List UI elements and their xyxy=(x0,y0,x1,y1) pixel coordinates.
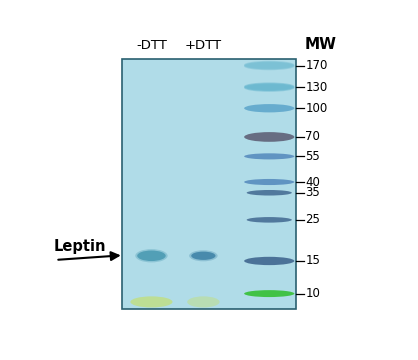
Ellipse shape xyxy=(244,84,294,92)
Text: 10: 10 xyxy=(306,287,320,300)
Ellipse shape xyxy=(244,61,294,68)
Ellipse shape xyxy=(191,252,216,260)
FancyBboxPatch shape xyxy=(122,59,296,309)
Ellipse shape xyxy=(189,250,218,261)
Ellipse shape xyxy=(135,249,168,262)
Ellipse shape xyxy=(247,217,292,222)
Ellipse shape xyxy=(244,83,294,91)
Text: 70: 70 xyxy=(306,130,320,143)
Text: 170: 170 xyxy=(306,59,328,72)
Text: 25: 25 xyxy=(306,213,320,226)
Ellipse shape xyxy=(244,153,294,159)
Text: 100: 100 xyxy=(306,102,328,115)
Ellipse shape xyxy=(137,251,166,261)
Text: MW: MW xyxy=(305,37,336,52)
Ellipse shape xyxy=(244,290,294,297)
Ellipse shape xyxy=(130,296,173,307)
Ellipse shape xyxy=(247,190,292,195)
Text: 15: 15 xyxy=(306,255,320,267)
Text: 55: 55 xyxy=(306,150,320,163)
Ellipse shape xyxy=(244,82,294,90)
Text: +DTT: +DTT xyxy=(185,39,222,52)
Ellipse shape xyxy=(187,296,219,307)
Ellipse shape xyxy=(244,179,294,185)
Ellipse shape xyxy=(244,104,294,112)
Ellipse shape xyxy=(244,62,294,69)
Text: 40: 40 xyxy=(306,176,320,189)
Ellipse shape xyxy=(244,132,294,142)
Ellipse shape xyxy=(244,63,294,70)
Ellipse shape xyxy=(244,257,294,265)
Text: 35: 35 xyxy=(306,186,320,199)
Text: 130: 130 xyxy=(306,81,328,94)
Text: -DTT: -DTT xyxy=(136,39,167,52)
Text: Leptin: Leptin xyxy=(54,239,106,253)
